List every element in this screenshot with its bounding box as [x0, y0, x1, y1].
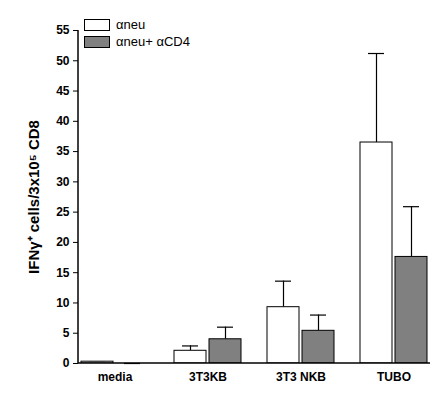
- html-text:αneu+ αCD4: αneu+ αCD4: [116, 34, 190, 49]
- svg-text:3T3 NKB: 3T3 NKB: [276, 370, 326, 384]
- svg-text:15: 15: [56, 266, 70, 280]
- svg-text:25: 25: [56, 205, 70, 219]
- html-text:αneu: αneu: [116, 17, 146, 32]
- svg-text:TUBO: TUBO: [377, 370, 411, 384]
- svg-text:30: 30: [56, 175, 70, 189]
- svg-text:20: 20: [56, 235, 70, 249]
- svg-text:10: 10: [56, 296, 70, 310]
- svg-text:40: 40: [56, 114, 70, 128]
- svg-text:55: 55: [56, 23, 70, 37]
- svg-text:3T3KB: 3T3KB: [189, 370, 227, 384]
- svg-text:50: 50: [56, 54, 70, 68]
- svg-text:35: 35: [56, 144, 70, 158]
- svg-text:IFNγ⁺ cells/3x10⁵ CD8: IFNγ⁺ cells/3x10⁵ CD8: [25, 120, 42, 274]
- svg-text:media: media: [98, 370, 133, 384]
- svg-text:0: 0: [63, 356, 70, 370]
- svg-text:5: 5: [63, 326, 70, 340]
- svg-text:45: 45: [56, 84, 70, 98]
